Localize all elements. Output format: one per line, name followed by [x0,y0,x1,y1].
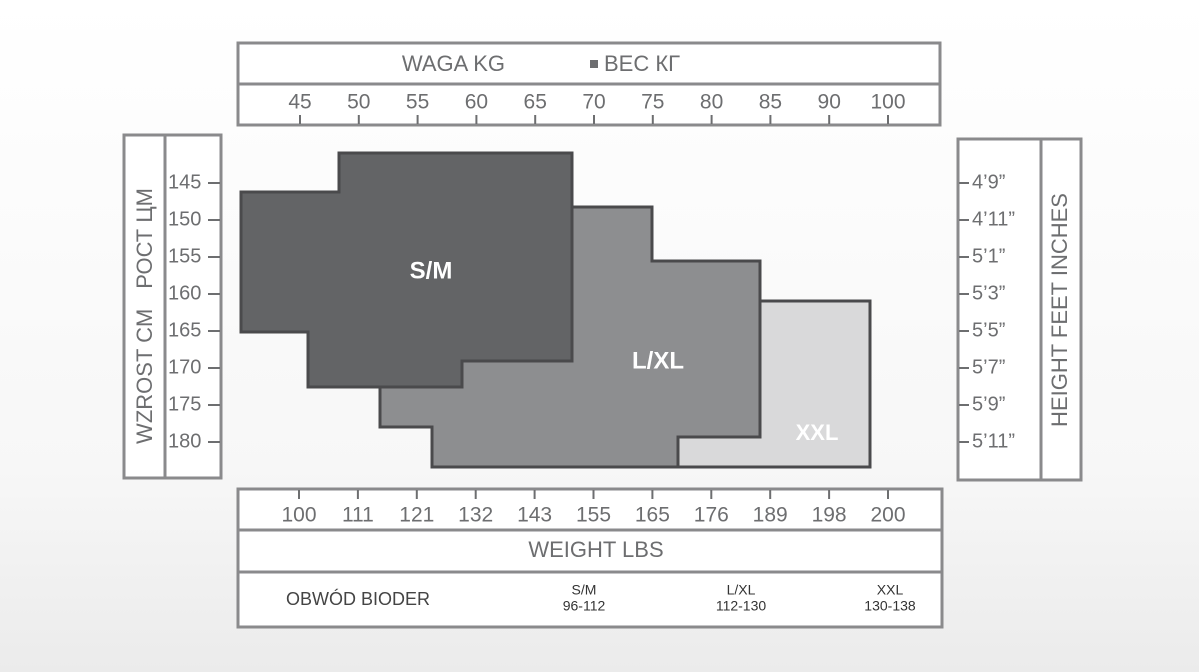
right-box [956,137,1083,482]
tick-label: 55 [406,91,429,114]
size-label: S/M [410,257,453,284]
tick-label: 121 [399,504,434,527]
hips-size: XXL [877,582,904,598]
weight-kg-title: WAGA KG [402,51,505,76]
tick-label: 5’1” [972,245,1005,267]
tick-label: 50 [347,91,370,114]
tick-label: 75 [641,91,664,114]
tick-label: 155 [576,504,611,527]
tick-label: 90 [818,91,841,114]
height-in-title: HEIGHT FEET INCHES [1047,193,1072,427]
tick-label: 5’9” [972,393,1005,415]
tick-label: 145 [168,171,201,193]
tick-label: 198 [812,504,847,527]
hips-range: 96-112 [563,598,606,614]
height-cm-title: WZROST CM РОСТ ЦМ [132,188,157,444]
tick-label: 5’7” [972,356,1005,378]
tick-label: 143 [517,504,552,527]
sm-area [239,151,574,389]
tick-label: 80 [700,91,723,114]
tick-label: 189 [753,504,788,527]
hips-range: 130-138 [864,598,916,614]
tick-label: 4’11” [972,208,1015,230]
tick-label: 5’3” [972,282,1005,304]
tick-label: 100 [870,91,905,114]
tick-label: 45 [288,91,311,114]
tick-label: 176 [694,504,729,527]
hips-range: 112-130 [716,598,767,614]
weight-kg-title-ru: ВЕС КГ [604,51,680,76]
size-label: XXL [796,420,839,445]
tick-label: 111 [342,504,374,527]
size-label: L/XL [632,347,684,374]
hips-size: L/XL [727,582,756,598]
tick-label: 155 [168,245,201,267]
tick-label: 170 [168,356,201,378]
tick-label: 132 [458,504,493,527]
tick-label: 175 [168,393,201,415]
separator [590,60,598,68]
tick-label: 150 [168,208,201,230]
left-box [122,133,223,480]
tick-label: 60 [465,91,488,114]
title-part: РОСТ ЦМ [132,188,157,289]
weight-lbs-title: WEIGHT LBS [528,537,663,562]
title-part: WZROST CM [132,309,157,444]
tick-label: 65 [524,91,547,114]
tick-label: 4’9” [972,171,1005,193]
tick-label: 160 [168,282,201,304]
tick-label: 180 [168,430,201,452]
tick-label: 200 [870,504,905,527]
hips-size: S/M [572,582,597,598]
tick-label: 70 [582,91,605,114]
hips-label: OBWÓD BIODER [286,588,430,609]
tick-label: 5’5” [972,319,1005,341]
tick-label: 165 [635,504,670,527]
tick-label: 5’11” [972,430,1015,452]
tick-label: 100 [281,504,316,527]
tick-label: 85 [759,91,782,114]
tick-label: 165 [168,319,201,341]
bottom-box [236,487,944,629]
